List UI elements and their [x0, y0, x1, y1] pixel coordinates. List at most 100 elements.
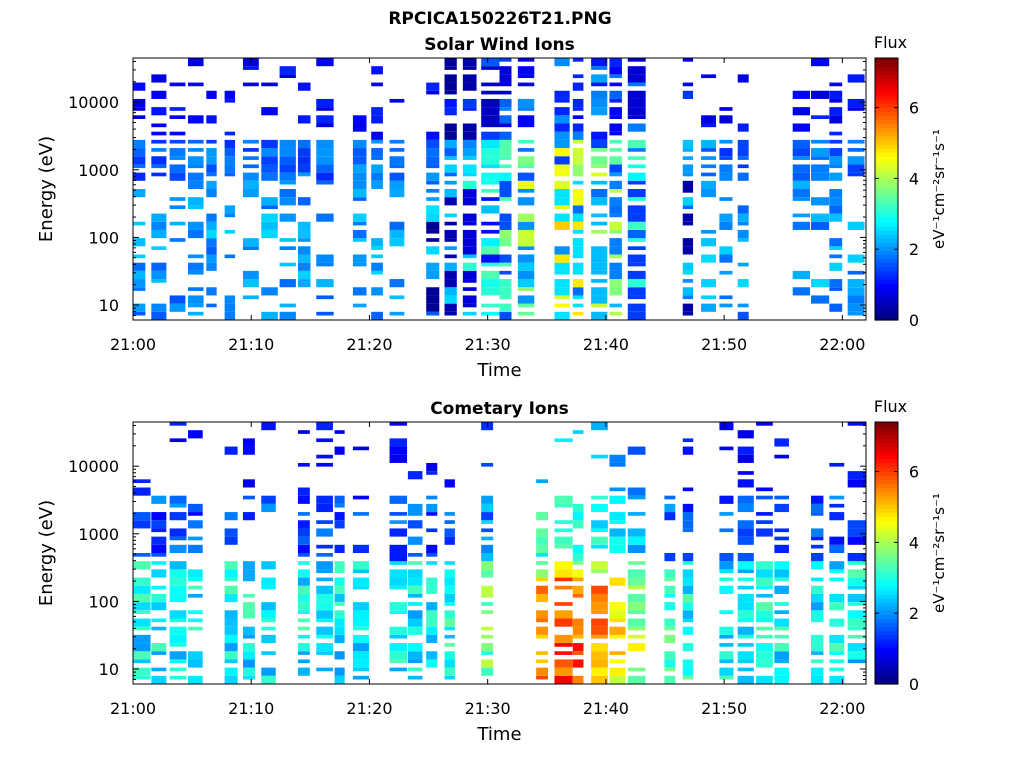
heatmap-cell — [829, 536, 845, 545]
colorbar-step — [875, 135, 898, 141]
heatmap-cell — [554, 131, 570, 140]
heatmap-cell — [481, 197, 500, 201]
heatmap-cell — [682, 569, 694, 578]
heatmap-cell — [169, 593, 187, 603]
heatmap-cell — [829, 90, 843, 99]
heatmap-cell — [151, 270, 167, 280]
heatmap-cell — [481, 495, 494, 504]
heatmap-cell — [206, 246, 217, 255]
colorbar: 0 2 4 6 Flux eV⁻¹cm⁻²sr⁻¹s⁻¹ — [874, 397, 948, 694]
colorbar-step — [875, 250, 898, 256]
heatmap-cell — [829, 577, 845, 582]
heatmap-cell — [737, 553, 754, 562]
heatmap-cell — [682, 156, 694, 160]
colorbar-step — [875, 638, 898, 644]
heatmap-cell — [737, 172, 749, 181]
heatmap-cell — [682, 238, 694, 247]
heatmap-cell — [609, 520, 626, 524]
heatmap-cell — [627, 270, 646, 280]
heatmap-cell — [591, 131, 608, 140]
heatmap-cell — [682, 446, 694, 455]
heatmap-cell — [169, 643, 187, 647]
heatmap-cell — [444, 520, 455, 524]
colorbar-step — [875, 74, 898, 80]
heatmap-cell — [261, 139, 278, 149]
heatmap-cell — [682, 585, 694, 594]
heatmap-cell — [682, 262, 694, 271]
heatmap-cell — [151, 667, 167, 672]
heatmap-cell — [774, 634, 789, 639]
heatmap-cell — [774, 651, 789, 660]
heatmap-cell — [151, 156, 167, 165]
colorbar-step — [875, 303, 898, 309]
heatmap-cell — [847, 618, 866, 627]
heatmap-cell — [224, 651, 238, 660]
heatmap-cell — [187, 156, 204, 165]
heatmap-cell — [517, 246, 535, 250]
colorbar-tick-label: 4 — [909, 533, 919, 552]
heatmap-cell — [627, 303, 646, 312]
colorbar-step — [875, 274, 898, 280]
heatmap-cell — [261, 148, 278, 157]
heatmap-cell — [316, 123, 334, 128]
heatmap-cell — [701, 123, 717, 128]
heatmap-cell — [719, 107, 733, 111]
colorbar-step — [875, 180, 898, 186]
heatmap-cell — [169, 634, 187, 644]
heatmap-cell — [756, 577, 773, 586]
heatmap-cell — [261, 422, 276, 431]
heatmap-cell — [133, 287, 146, 291]
heatmap-cell — [316, 58, 334, 67]
heatmap-cell — [554, 651, 573, 655]
heatmap-cell — [829, 156, 843, 165]
heatmap-cell — [591, 279, 608, 283]
heatmap-cell — [316, 585, 333, 594]
heatmap-cell — [609, 82, 622, 87]
y-tick-label: 10 — [99, 296, 119, 315]
heatmap-cell — [737, 213, 749, 222]
heatmap-cell — [279, 303, 296, 308]
heatmap-cell — [499, 156, 512, 160]
panel-title: Solar Wind Ions — [424, 35, 575, 55]
heatmap-cell — [224, 254, 236, 259]
heatmap-cell — [133, 98, 146, 108]
heatmap-cell — [664, 626, 676, 631]
heatmap-cell — [462, 123, 477, 132]
heatmap-cell — [426, 172, 440, 181]
heatmap-cell — [847, 303, 865, 312]
heatmap-cell — [151, 164, 167, 169]
heatmap-cell — [151, 520, 167, 529]
heatmap-cell — [389, 667, 408, 672]
heatmap-cell — [609, 287, 622, 296]
heatmap-cell — [297, 602, 310, 611]
heatmap-cell — [462, 197, 477, 206]
heatmap-cell — [481, 569, 494, 578]
heatmap-cell — [774, 561, 789, 570]
heatmap-cell — [609, 454, 626, 463]
heatmap-cell — [499, 213, 512, 222]
heatmap-cell — [572, 131, 584, 140]
heatmap-cell — [426, 131, 440, 140]
heatmap-cell — [242, 246, 259, 250]
heatmap-cell — [334, 593, 345, 603]
heatmap-cell — [426, 610, 438, 619]
heatmap-cell — [242, 172, 259, 181]
colorbar-label: eV⁻¹cm⁻²sr⁻¹s⁻¹ — [930, 129, 948, 249]
heatmap-cell — [352, 626, 369, 631]
heatmap-cell — [517, 139, 535, 144]
heatmap-cell — [609, 659, 626, 664]
heatmap-cell — [316, 520, 333, 524]
heatmap-cell — [627, 528, 646, 537]
heatmap-cell — [371, 82, 383, 87]
heatmap-cell — [242, 156, 259, 160]
heatmap-cell — [151, 544, 167, 553]
heatmap-cell — [756, 634, 773, 639]
heatmap-cell — [572, 164, 584, 173]
heatmap-cell — [481, 593, 494, 598]
heatmap-cell — [737, 148, 749, 157]
colorbar-step — [875, 512, 898, 517]
heatmap-cell — [536, 610, 549, 619]
heatmap-cell — [407, 536, 423, 545]
y-tick-label: 10000 — [68, 93, 119, 112]
colorbar-step — [875, 614, 898, 620]
